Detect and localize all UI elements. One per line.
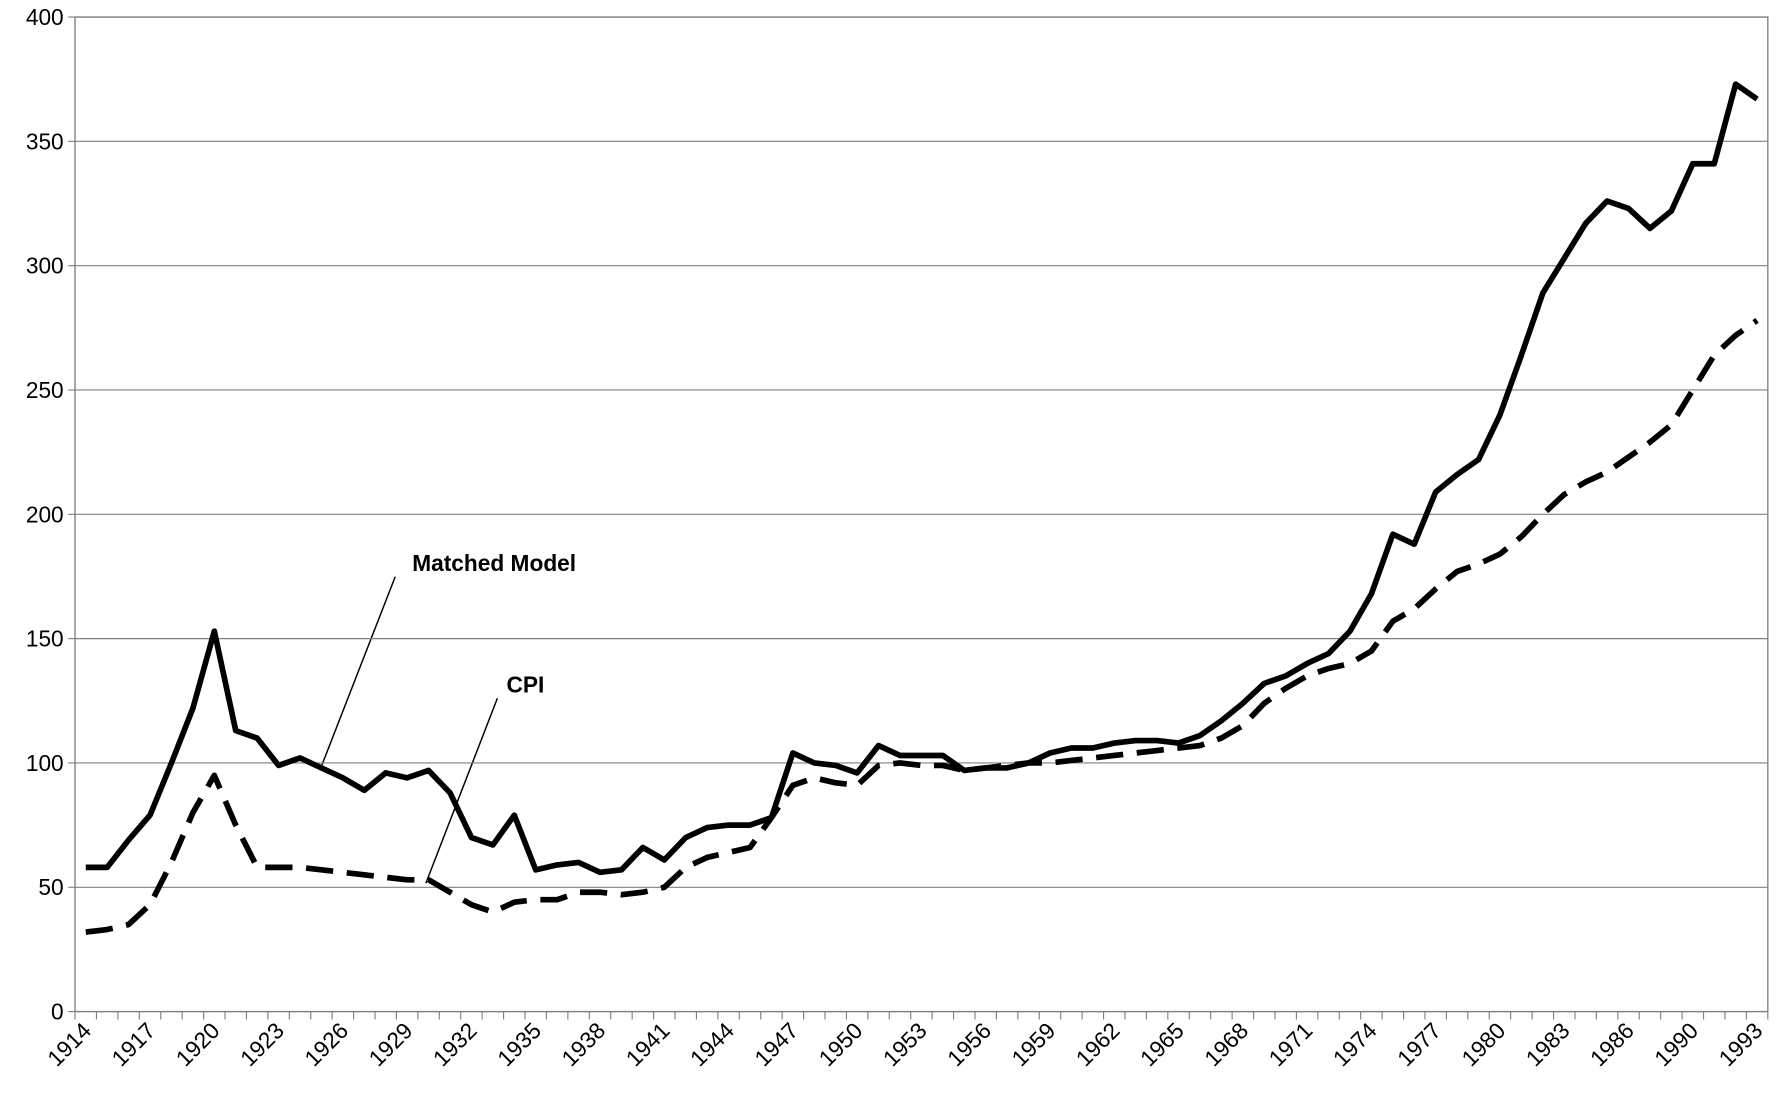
y-tick-label: 0	[51, 999, 64, 1025]
x-tick-label: 1923	[235, 1017, 289, 1071]
series-annotation: CPI	[506, 672, 544, 698]
series-annotation: Matched Model	[412, 550, 576, 576]
y-tick-label: 200	[26, 501, 64, 527]
leader-line	[320, 576, 396, 767]
x-tick-label: 1935	[492, 1017, 546, 1071]
x-tick-label: 1944	[685, 1017, 739, 1071]
leader-line	[425, 697, 499, 884]
x-tick-label: 1993	[1713, 1017, 1767, 1071]
y-tick-label: 300	[26, 253, 64, 279]
y-tick-label: 350	[26, 128, 64, 154]
series-line	[85, 318, 1759, 935]
x-tick-label: 1990	[1649, 1017, 1703, 1071]
x-tick-label: 1941	[621, 1017, 675, 1071]
x-tick-label: 1956	[942, 1017, 996, 1071]
x-tick-label: 1965	[1135, 1017, 1189, 1071]
y-tick-label: 400	[26, 4, 64, 30]
x-tick-label: 1917	[106, 1017, 160, 1071]
x-tick-label: 1986	[1585, 1017, 1639, 1071]
x-tick-label: 1983	[1521, 1017, 1575, 1071]
x-tick-label: 1971	[1263, 1017, 1317, 1071]
x-tick-label: 1926	[299, 1017, 353, 1071]
series-line	[85, 81, 1759, 876]
x-tick-label: 1914	[42, 1017, 96, 1071]
x-tick-label: 1959	[1006, 1017, 1060, 1071]
x-tick-label: 1920	[171, 1017, 225, 1071]
x-tick-label: 1938	[556, 1017, 610, 1071]
x-tick-label: 1968	[1199, 1017, 1253, 1071]
y-tick-label: 50	[38, 874, 63, 900]
y-tick-label: 100	[26, 750, 64, 776]
x-tick-label: 1977	[1392, 1017, 1446, 1071]
x-tick-label: 1953	[878, 1017, 932, 1071]
x-tick-label: 1932	[428, 1017, 482, 1071]
x-tick-label: 1950	[813, 1017, 867, 1071]
y-tick-label: 250	[26, 377, 64, 403]
x-tick-label: 1962	[1071, 1017, 1125, 1071]
x-tick-label: 1974	[1328, 1017, 1382, 1071]
y-tick-label: 150	[26, 626, 64, 652]
x-tick-label: 1929	[363, 1017, 417, 1071]
x-tick-label: 1980	[1456, 1017, 1510, 1071]
x-tick-label: 1947	[749, 1017, 803, 1071]
